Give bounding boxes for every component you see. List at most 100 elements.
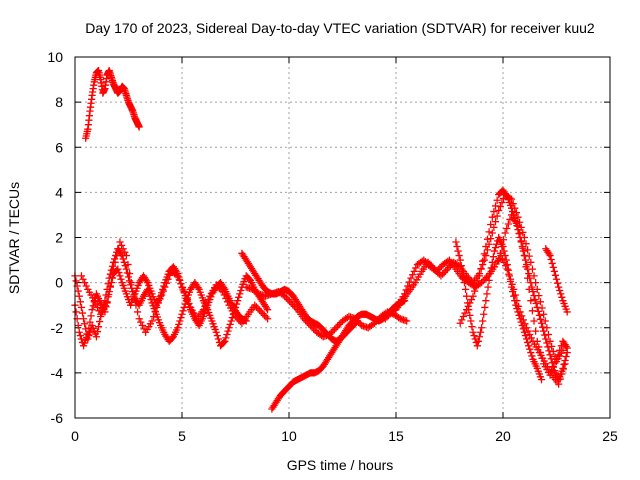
data-point xyxy=(282,294,290,302)
data-point xyxy=(493,196,501,204)
data-point xyxy=(530,317,538,325)
data-point xyxy=(148,317,156,325)
data-point xyxy=(94,323,103,331)
data-point xyxy=(558,293,566,301)
x-tick-label: 5 xyxy=(178,428,186,444)
data-point xyxy=(561,356,569,365)
data-point xyxy=(111,258,119,266)
data-point xyxy=(509,207,517,216)
chart-title: Day 170 of 2023, Sidereal Day-to-day VTE… xyxy=(85,20,595,36)
data-point xyxy=(90,297,98,305)
data-point xyxy=(384,311,393,319)
data-point xyxy=(506,277,515,286)
data-point xyxy=(407,274,415,282)
data-point xyxy=(546,337,554,345)
data-point xyxy=(305,320,313,328)
data-point xyxy=(87,312,95,320)
data-point xyxy=(504,220,512,228)
data-point xyxy=(88,306,96,314)
data-point xyxy=(381,315,389,323)
data-point xyxy=(151,308,159,316)
data-point xyxy=(515,229,524,238)
data-point xyxy=(77,272,86,280)
data-point xyxy=(456,319,464,327)
data-point xyxy=(530,272,538,280)
data-point xyxy=(466,311,474,319)
data-point xyxy=(549,363,557,371)
data-point xyxy=(308,323,316,331)
data-point xyxy=(533,303,541,312)
data-point xyxy=(138,321,147,330)
data-point xyxy=(464,299,472,307)
data-point xyxy=(222,334,230,342)
data-point xyxy=(517,318,525,326)
data-point xyxy=(550,267,558,275)
data-point xyxy=(456,256,464,264)
data-point xyxy=(468,323,476,331)
y-tick-label: -4 xyxy=(51,365,64,381)
marks-layer xyxy=(71,66,571,413)
x-tick-label: 20 xyxy=(495,428,511,444)
data-point xyxy=(541,331,549,339)
data-point xyxy=(501,251,509,260)
data-point xyxy=(223,298,232,306)
data-point xyxy=(220,338,228,347)
data-point xyxy=(469,328,477,336)
data-point xyxy=(115,268,123,277)
data-point xyxy=(526,345,534,353)
data-point xyxy=(178,284,187,292)
data-point xyxy=(552,355,561,363)
data-point xyxy=(327,329,335,337)
data-point xyxy=(477,264,485,273)
data-point xyxy=(76,298,84,306)
data-point xyxy=(372,317,380,326)
data-point xyxy=(386,310,394,318)
data-point xyxy=(540,327,548,335)
data-point xyxy=(487,220,495,229)
data-point xyxy=(410,267,418,275)
data-point xyxy=(495,256,503,264)
data-point xyxy=(252,303,260,311)
data-point xyxy=(463,272,471,280)
y-tick-label: -6 xyxy=(51,410,64,426)
data-point xyxy=(72,308,80,316)
data-point xyxy=(536,315,545,323)
data-point xyxy=(489,253,497,261)
data-point xyxy=(74,287,82,295)
data-point xyxy=(559,364,567,372)
x-tick-label: 10 xyxy=(281,428,297,444)
data-point xyxy=(485,228,493,236)
data-point xyxy=(522,263,530,271)
data-point xyxy=(220,291,228,299)
data-point xyxy=(76,332,84,340)
data-point xyxy=(502,191,510,199)
data-point xyxy=(540,310,548,318)
data-point xyxy=(329,327,337,335)
data-point xyxy=(119,245,127,253)
data-point xyxy=(150,312,158,321)
data-point xyxy=(212,281,220,289)
data-point xyxy=(403,317,411,325)
data-point xyxy=(515,311,523,319)
data-point xyxy=(480,256,488,264)
data-point xyxy=(129,288,137,296)
data-point xyxy=(490,207,498,216)
data-point xyxy=(453,242,461,251)
data-point xyxy=(563,308,571,316)
data-point xyxy=(521,332,530,340)
data-point xyxy=(262,313,270,321)
data-point xyxy=(85,324,93,332)
data-point xyxy=(520,328,528,336)
data-point xyxy=(177,280,185,288)
data-point xyxy=(137,318,145,326)
data-point xyxy=(546,371,554,379)
data-point xyxy=(214,282,222,291)
data-point xyxy=(458,267,466,275)
data-point xyxy=(474,337,482,345)
data-point xyxy=(488,258,496,266)
data-point xyxy=(544,343,552,351)
data-point xyxy=(175,276,183,284)
data-point xyxy=(531,295,539,304)
data-point xyxy=(527,279,535,287)
